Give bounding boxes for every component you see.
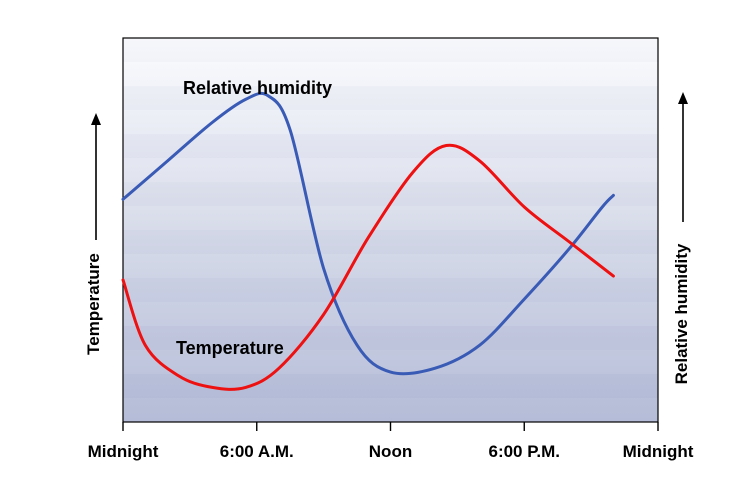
x-tick-label: 6:00 P.M. [488, 442, 560, 461]
x-tick-label: Midnight [88, 442, 159, 461]
x-tick-label: 6:00 A.M. [220, 442, 294, 461]
temperature-line [121, 143, 615, 391]
background-band [123, 38, 658, 62]
temperature-annotation: Temperature [176, 338, 284, 358]
y-axis-right: Relative humidity [672, 92, 691, 384]
plot-area-background [123, 38, 658, 422]
humidity-line [121, 91, 615, 376]
humidity-annotation: Relative humidity [183, 78, 332, 98]
background-band [123, 134, 658, 158]
background-band [123, 398, 658, 422]
y-axis-label-right: Relative humidity [672, 243, 691, 384]
y-axis-label-left: Temperature [84, 253, 103, 355]
background-band [123, 206, 658, 230]
up-arrow-icon [91, 113, 101, 125]
background-band [123, 230, 658, 254]
series-layer [121, 91, 615, 391]
background-band [123, 302, 658, 326]
y-axis-left: Temperature [84, 113, 103, 355]
background-band [123, 158, 658, 182]
x-axis: Midnight 6:00 A.M. Noon 6:00 P.M. Midnight [88, 422, 694, 461]
x-tick-label: Midnight [623, 442, 694, 461]
background-band [123, 254, 658, 278]
x-tick-label: Noon [369, 442, 412, 461]
up-arrow-icon [678, 92, 688, 104]
background-band [123, 278, 658, 302]
